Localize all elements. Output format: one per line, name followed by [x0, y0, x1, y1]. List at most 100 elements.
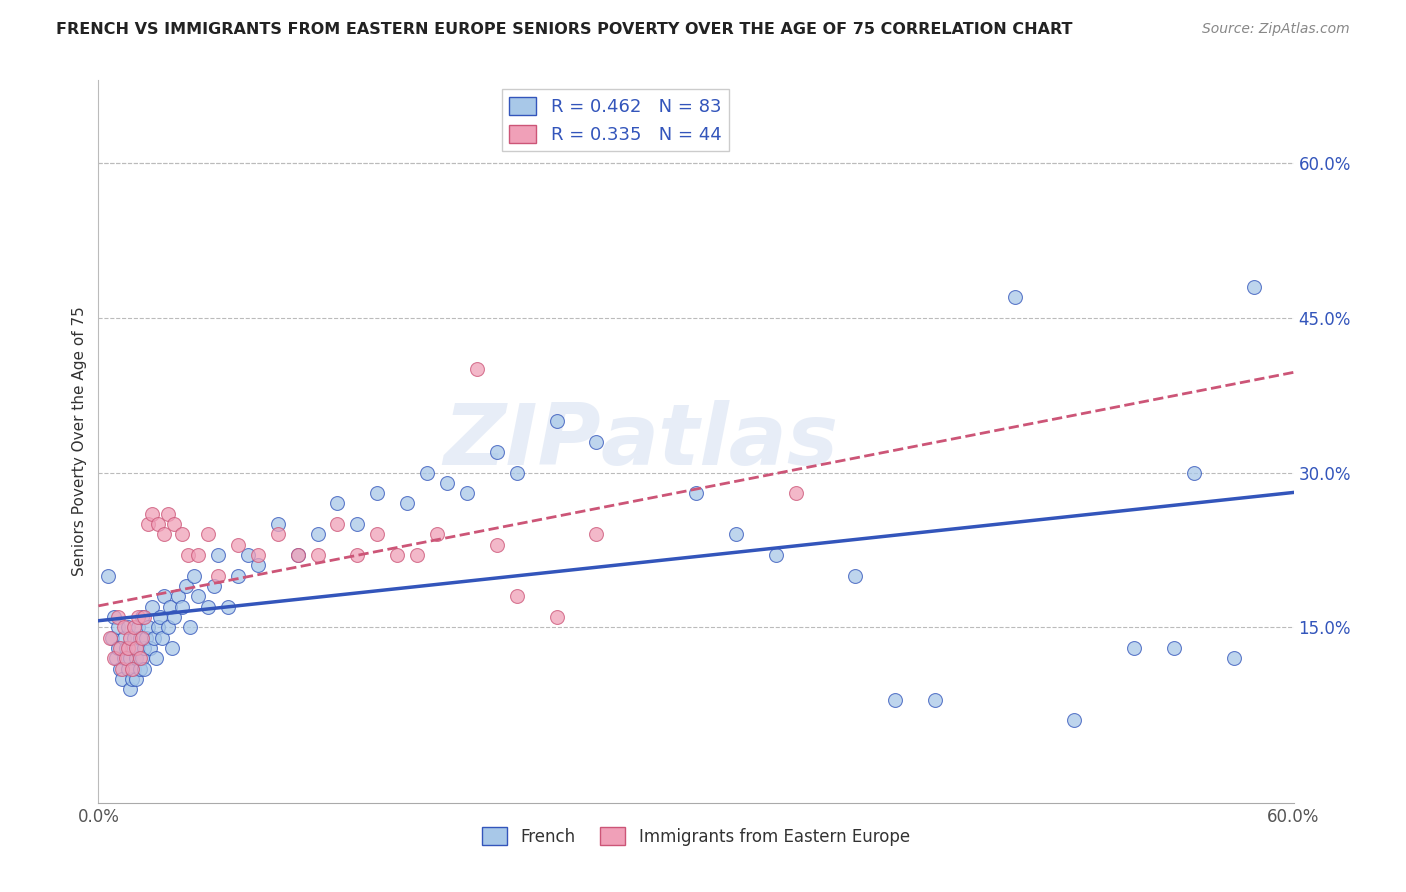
- Point: [136, 517, 159, 532]
- Point: [125, 651, 148, 665]
- Text: FRENCH VS IMMIGRANTS FROM EASTERN EUROPE SENIORS POVERTY OVER THE AGE OF 75 CORR: FRENCH VS IMMIGRANTS FROM EASTERN EUROPE…: [56, 22, 1073, 37]
- Point: [121, 662, 143, 676]
- Point: [346, 517, 368, 532]
- Point: [120, 682, 142, 697]
- Point: [246, 548, 269, 562]
- Point: [1182, 466, 1205, 480]
- Point: [97, 568, 120, 582]
- Point: [307, 548, 329, 562]
- Text: atlas: atlas: [600, 400, 838, 483]
- Point: [157, 620, 180, 634]
- Point: [120, 631, 142, 645]
- Point: [326, 517, 349, 532]
- Point: [127, 640, 149, 655]
- Point: [134, 610, 156, 624]
- Point: [110, 640, 132, 655]
- Point: [148, 517, 170, 532]
- Point: [135, 631, 157, 645]
- Point: [177, 548, 200, 562]
- Point: [150, 631, 173, 645]
- Point: [785, 486, 807, 500]
- Point: [124, 662, 146, 676]
- Point: [179, 620, 201, 634]
- Point: [844, 568, 866, 582]
- Point: [183, 568, 205, 582]
- Point: [143, 631, 166, 645]
- Point: [107, 620, 129, 634]
- Point: [546, 610, 568, 624]
- Point: [197, 527, 219, 541]
- Point: [148, 620, 170, 634]
- Point: [107, 640, 129, 655]
- Point: [724, 527, 747, 541]
- Point: [506, 466, 529, 480]
- Point: [1004, 290, 1026, 304]
- Point: [145, 651, 167, 665]
- Legend: French, Immigrants from Eastern Europe: French, Immigrants from Eastern Europe: [475, 821, 917, 852]
- Point: [217, 599, 239, 614]
- Point: [167, 590, 190, 604]
- Point: [174, 579, 197, 593]
- Point: [172, 599, 194, 614]
- Point: [149, 610, 172, 624]
- Point: [98, 631, 122, 645]
- Point: [117, 662, 139, 676]
- Point: [160, 640, 183, 655]
- Point: [207, 568, 229, 582]
- Point: [121, 640, 143, 655]
- Point: [1163, 640, 1185, 655]
- Point: [307, 527, 329, 541]
- Point: [506, 590, 529, 604]
- Point: [924, 692, 946, 706]
- Point: [115, 640, 138, 655]
- Point: [366, 527, 388, 541]
- Point: [884, 692, 907, 706]
- Point: [287, 548, 309, 562]
- Point: [465, 362, 488, 376]
- Point: [115, 651, 138, 665]
- Point: [121, 672, 143, 686]
- Point: [112, 631, 135, 645]
- Point: [163, 517, 186, 532]
- Point: [129, 662, 152, 676]
- Point: [141, 599, 163, 614]
- Point: [112, 620, 135, 634]
- Point: [287, 548, 309, 562]
- Point: [163, 610, 186, 624]
- Point: [131, 651, 153, 665]
- Point: [105, 651, 128, 665]
- Point: [396, 496, 419, 510]
- Point: [124, 631, 146, 645]
- Point: [485, 445, 508, 459]
- Text: Source: ZipAtlas.com: Source: ZipAtlas.com: [1202, 22, 1350, 37]
- Point: [124, 620, 146, 634]
- Point: [120, 651, 142, 665]
- Point: [226, 538, 249, 552]
- Point: [131, 610, 153, 624]
- Point: [153, 590, 176, 604]
- Point: [187, 590, 209, 604]
- Point: [326, 496, 349, 510]
- Point: [125, 640, 148, 655]
- Point: [485, 538, 508, 552]
- Point: [1123, 640, 1146, 655]
- Point: [546, 414, 568, 428]
- Point: [103, 651, 125, 665]
- Point: [110, 662, 132, 676]
- Point: [111, 662, 134, 676]
- Point: [267, 527, 290, 541]
- Point: [107, 610, 129, 624]
- Point: [134, 662, 156, 676]
- Point: [1243, 279, 1265, 293]
- Point: [134, 640, 156, 655]
- Point: [172, 527, 194, 541]
- Point: [236, 548, 259, 562]
- Point: [139, 640, 162, 655]
- Point: [416, 466, 439, 480]
- Point: [406, 548, 429, 562]
- Point: [385, 548, 409, 562]
- Point: [127, 620, 149, 634]
- Point: [129, 651, 152, 665]
- Point: [157, 507, 180, 521]
- Point: [207, 548, 229, 562]
